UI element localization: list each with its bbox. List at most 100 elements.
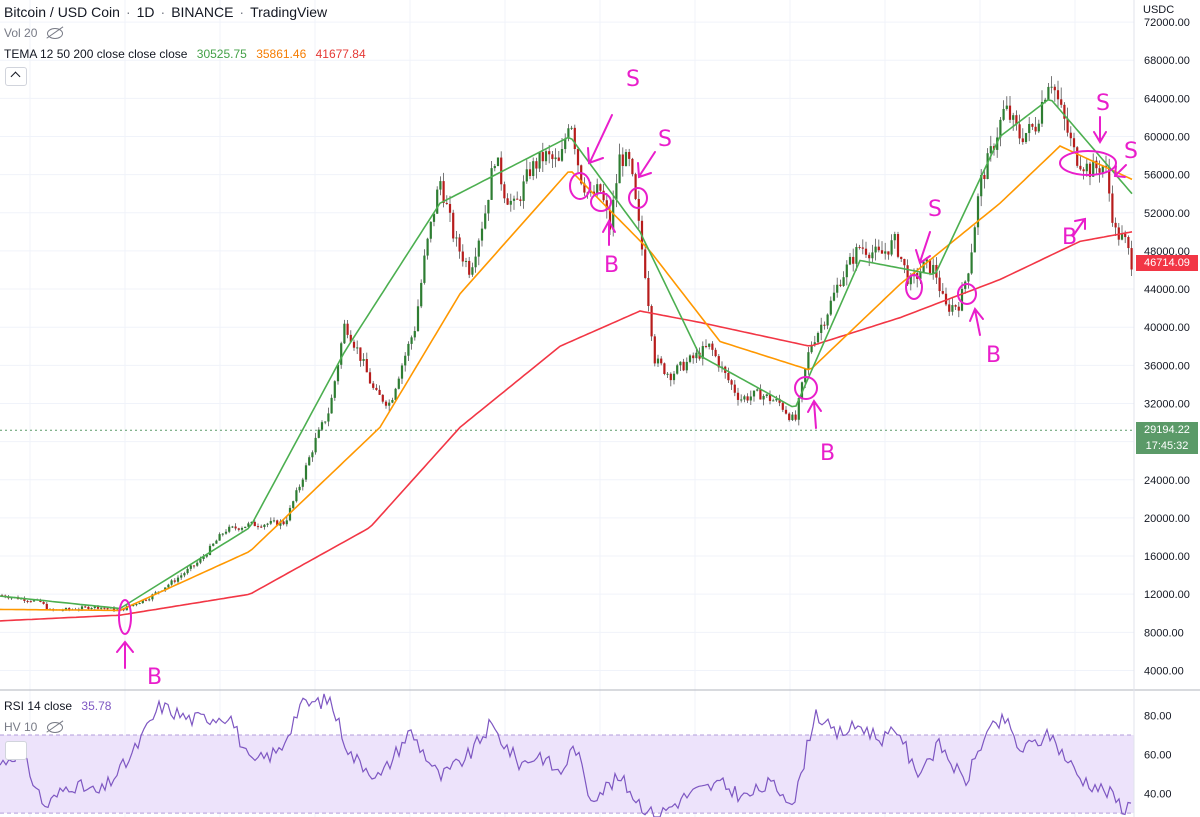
rsi-band	[0, 734, 1134, 814]
tema-label: TEMA 12 50 200 close close close	[4, 47, 188, 61]
candle-body	[1069, 132, 1072, 139]
candle-body	[199, 559, 202, 563]
candle-body	[727, 372, 730, 381]
candle-body	[733, 384, 736, 393]
tema-legend[interactable]: TEMA 12 50 200 close close close 30525.7…	[4, 47, 372, 61]
candle-body	[903, 258, 906, 266]
rsi-label: RSI 14 close	[4, 699, 73, 713]
candle-body	[743, 396, 746, 400]
title-separator: ·	[125, 4, 131, 20]
candle-body	[23, 598, 26, 601]
candle-body	[548, 151, 551, 155]
annotation-arrow	[587, 114, 613, 165]
candle-body	[941, 291, 944, 294]
candle-body	[800, 382, 804, 399]
candle-body	[832, 292, 836, 301]
candle-body	[397, 378, 400, 389]
candle-body	[285, 520, 288, 525]
candle-body	[429, 221, 432, 239]
candle-body	[106, 608, 109, 610]
candle-body	[621, 154, 624, 167]
candle-body	[813, 342, 816, 346]
axis-currency[interactable]: USDC	[1143, 4, 1175, 16]
candle-body	[503, 184, 506, 199]
candle-body	[205, 554, 208, 557]
price-tick-label: 60000.00	[1144, 131, 1190, 143]
candle-body	[829, 300, 832, 315]
candle-body	[413, 331, 416, 338]
candle-body	[944, 293, 948, 305]
annotation-arrow	[915, 231, 931, 265]
candle-body	[253, 521, 256, 527]
interval-label[interactable]: 1D	[136, 4, 155, 20]
candle-body	[1114, 222, 1117, 228]
candle-body	[672, 373, 676, 381]
candle-body	[528, 169, 532, 176]
candle-body	[925, 259, 928, 262]
candle-body	[852, 256, 855, 264]
candle-body	[647, 277, 650, 307]
candle-body	[196, 562, 199, 566]
hidden-eye-icon[interactable]	[47, 28, 64, 40]
candle-body	[564, 138, 567, 150]
candle-body	[861, 247, 864, 249]
candle-body	[477, 240, 480, 257]
hv-legend[interactable]: HV 10	[4, 720, 69, 734]
candle-body	[1130, 248, 1133, 270]
candle-body	[212, 543, 215, 546]
candle-body	[308, 457, 311, 466]
candle-body	[1040, 101, 1044, 124]
annotation-circle	[905, 274, 923, 300]
symbol-name[interactable]: Bitcoin / USD Coin	[4, 4, 120, 20]
candle-body	[167, 584, 170, 588]
candle-body	[29, 601, 32, 603]
candle-body	[352, 341, 356, 348]
annotation-label: S	[928, 197, 942, 222]
candle-body	[1101, 166, 1104, 173]
candle-body	[775, 398, 778, 401]
candle-body	[148, 599, 151, 601]
collapse-rsi-legend-button[interactable]	[5, 741, 27, 760]
candle-body	[749, 396, 752, 401]
candle-body	[964, 281, 967, 289]
candle-body	[580, 165, 583, 184]
candle-body	[487, 199, 490, 214]
candle-body	[826, 314, 829, 326]
candle-body	[653, 336, 656, 364]
candle-body	[317, 429, 320, 438]
hidden-eye-icon[interactable]	[47, 722, 64, 734]
candle-body	[599, 184, 602, 191]
candle-body	[922, 261, 925, 273]
candle-body	[781, 402, 784, 410]
candle-body	[637, 198, 640, 221]
annotation-label: S	[1124, 139, 1138, 164]
candle-body	[378, 389, 381, 395]
price-tick-label: 48000.00	[1144, 246, 1190, 258]
rsi-axis-ticks: 80.00 60.00 40.00	[1144, 710, 1172, 800]
candle-body	[1063, 104, 1066, 119]
candle-body	[1044, 99, 1047, 102]
candle-body	[759, 389, 762, 400]
candle-body	[1092, 160, 1095, 177]
rsi-line	[0, 693, 1132, 817]
candle-body	[928, 259, 932, 274]
price-tick-label: 12000.00	[1144, 589, 1190, 601]
candle-body	[820, 324, 823, 333]
candle-body	[314, 437, 317, 453]
candle-body	[189, 565, 192, 569]
candle-body	[141, 599, 144, 604]
candle-body	[893, 233, 896, 241]
candle-body	[704, 346, 708, 348]
candle-body	[330, 397, 333, 414]
candle-body	[1066, 118, 1069, 133]
candle-body	[1021, 138, 1024, 143]
countdown-tag: 17:45:32	[1136, 438, 1198, 455]
candle-body	[276, 520, 279, 526]
candle-body	[279, 521, 282, 526]
volume-legend[interactable]: Vol 20	[4, 26, 69, 40]
collapse-legend-button[interactable]	[5, 67, 27, 86]
rsi-legend[interactable]: RSI 14 close 35.78	[4, 699, 117, 713]
candle-body	[151, 594, 154, 600]
candle-body	[218, 534, 221, 541]
